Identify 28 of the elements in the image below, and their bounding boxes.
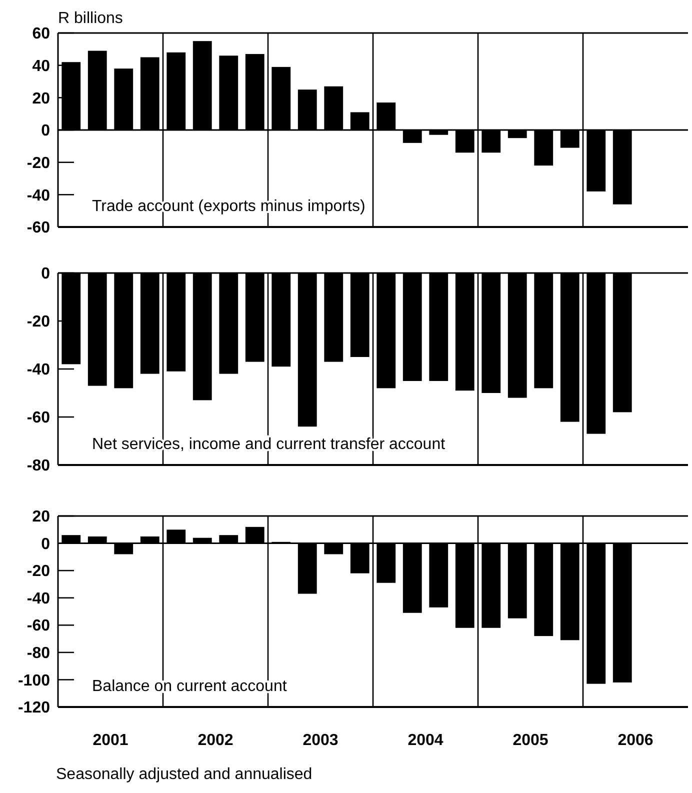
y-tick-label: -80	[26, 458, 50, 475]
y-tick-label: 0	[41, 536, 50, 553]
y-tick-label: -60	[26, 618, 50, 635]
y-tick-label: 0	[41, 266, 50, 283]
y-tick-label: -100	[18, 672, 50, 690]
y-axis-title: R billions	[58, 10, 123, 27]
x-tick-label: 2005	[512, 732, 548, 749]
y-tick-label: -40	[26, 362, 50, 379]
y-tick-label: -40	[26, 590, 50, 608]
y-tick-label: -40	[26, 187, 50, 204]
y-tick-label: 0	[41, 122, 50, 140]
y-tick-label: -20	[26, 563, 50, 580]
y-tick-label: -60	[26, 220, 50, 237]
x-tick-label: 2001	[92, 732, 128, 749]
y-tick-label: -60	[26, 410, 50, 427]
y-tick-label: -20	[26, 314, 50, 331]
x-tick-label: 2002	[198, 732, 234, 749]
y-tick-label: 60	[32, 26, 50, 43]
y-tick-label: 40	[32, 58, 50, 75]
x-tick-label: 2004	[408, 732, 444, 749]
x-tick-label: 2006	[618, 732, 654, 749]
x-tick-label: 2003	[302, 732, 338, 749]
y-tick-label: -20	[26, 154, 50, 172]
text: Seasonally adjusted and annualised	[56, 766, 312, 783]
y-tick-label: 20	[32, 90, 50, 108]
y-tick-label: -80	[26, 645, 50, 662]
y-tick-label: 20	[32, 508, 50, 526]
y-tick-label: -120	[18, 700, 50, 717]
